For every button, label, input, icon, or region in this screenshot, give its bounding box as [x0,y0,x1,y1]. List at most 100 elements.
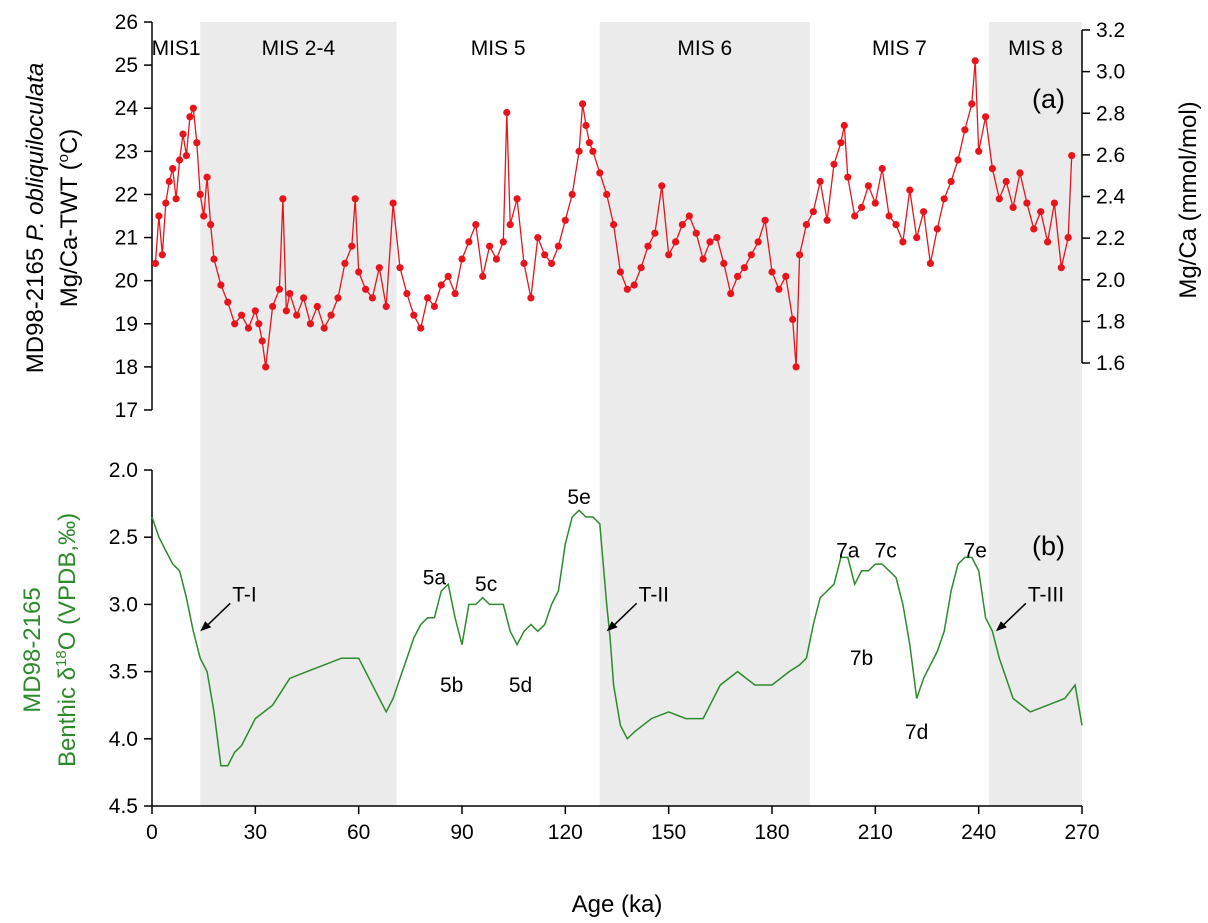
series-a-point [975,147,983,155]
series-a-point [1037,208,1045,216]
series-a-point [589,147,597,155]
series-a-point [982,113,990,121]
stage-shade-3 [599,22,810,806]
series-a-point [169,165,177,173]
series-a-point [300,294,308,302]
x-tick-label-3: 90 [450,821,473,844]
series-a-point [368,294,376,302]
series-a-point [465,238,473,246]
series-a-point [320,324,328,332]
series-a-point [486,242,494,250]
series-a-point [954,156,962,164]
a-right-tick-label-0: 1.6 [1096,352,1125,375]
series-a-point [186,113,194,121]
series-a-point [823,216,831,224]
x-tick-label-1: 30 [244,821,267,844]
series-a-point [375,264,383,272]
series-a-point [561,216,569,224]
series-a-point [792,363,800,371]
series-a-point [410,311,418,319]
arrow-head-T-II [606,621,618,632]
series-a-point [585,139,594,147]
a-right-tick-label-3: 2.2 [1096,227,1125,250]
series-a-point [995,195,1003,203]
series-a-point [506,221,514,229]
series-a-point [534,234,542,242]
x-tick-label-2: 60 [347,821,370,844]
annotation-5a: 5a [423,567,447,590]
series-a-point [355,268,363,276]
series-a-point [789,315,797,324]
series-a-point [193,139,201,147]
series-a-point [458,255,466,263]
series-a-point [596,169,604,177]
series-a-point [251,307,259,315]
series-a-point [623,285,631,293]
series-a-point [961,126,969,134]
x-tick-label-5: 150 [651,821,686,844]
x-axis-ticks: 0 30 60 90 120 150 180 210 240 270 [146,806,1100,844]
series-a-point [892,221,900,229]
panel-b-left-ticks: 2.0 2.5 3.0 3.5 4.0 4.5 [109,459,152,818]
series-a-point [1009,203,1017,211]
series-a-point [503,108,511,117]
series-a-point [796,251,804,259]
series-a-point [217,281,225,289]
panel-b-axes [151,470,1082,807]
a-right-tick-label-1: 1.8 [1096,310,1125,333]
series-a-point [899,238,907,246]
series-a-point [720,259,728,267]
series-a-point [840,121,848,130]
a-right-tick-label-8: 3.2 [1096,19,1125,42]
series-a-point [830,160,838,168]
series-a-point [713,234,721,242]
series-a-point [988,165,997,173]
annotation-7e: 7e [964,540,987,563]
series-a-point [158,251,166,259]
x-tick-label-4: 120 [548,821,583,844]
series-a-point [327,311,335,319]
series-a-point [389,199,397,207]
series-a-point [444,272,452,280]
x-tick-label-6: 180 [754,821,789,844]
series-a-point [920,208,928,216]
stage-label-2: MIS 5 [471,37,526,60]
series-a-point [1030,225,1038,233]
b-left-tick-label-2: 3.0 [109,593,138,616]
series-a-point [858,203,866,211]
series-a-point [269,302,277,311]
series-a-point [499,238,507,246]
series-a-point [692,229,700,237]
series-a-point [637,264,645,272]
annotation-7d: 7d [905,721,928,744]
a-left-tick-label-3: 20 [115,270,138,293]
panel-a-label: (a) [1032,84,1065,114]
panel-b-label: (b) [1032,531,1065,561]
series-a-point [1068,152,1076,160]
series-a-point [616,268,625,276]
series-a-point [885,212,893,220]
series-a-point [279,195,287,203]
series-a-point [747,251,755,259]
x-tick-label-7: 210 [858,821,893,844]
series-a-point [313,302,321,311]
series-a-point [906,186,914,194]
arrow-head-T-I [200,621,212,632]
series-a-point [802,221,811,229]
a-right-tick-label-7: 3.0 [1096,61,1125,84]
annotation-7c: 7c [875,540,897,563]
series-a-point [244,324,252,332]
series-a-point [844,173,852,181]
series-a-point [579,100,587,108]
panel-a-mgca-series [151,57,1076,371]
series-a-point [182,152,190,160]
series-a-point [207,221,215,229]
series-a-point [437,281,445,289]
series-a-point [548,259,556,267]
series-a-point [706,238,714,246]
annotation-7a: 7a [836,540,860,563]
series-a-point [871,199,879,207]
a-right-tick-label-2: 2.0 [1096,269,1125,292]
a-left-tick-label-5: 22 [115,183,138,206]
